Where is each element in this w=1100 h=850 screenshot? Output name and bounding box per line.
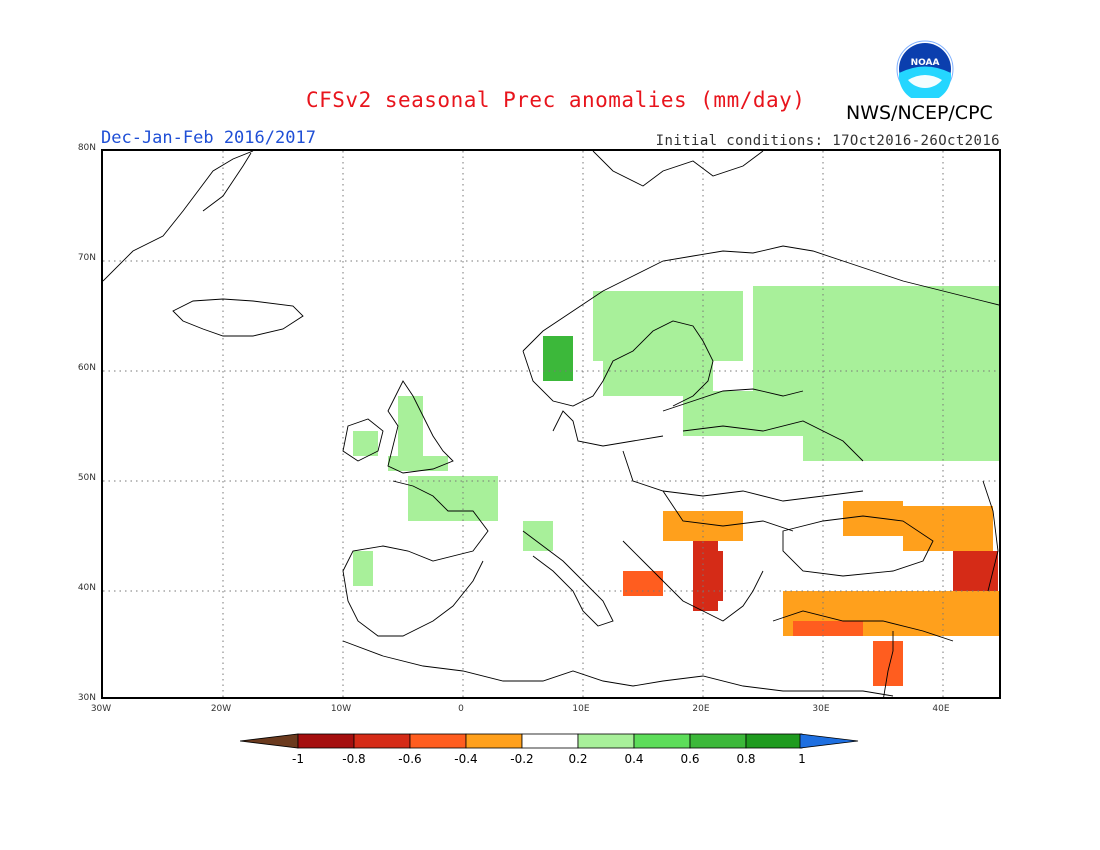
season-label: Dec-Jan-Feb 2016/2017 xyxy=(101,128,316,148)
anomaly-cells xyxy=(353,286,999,686)
anomaly-cell xyxy=(523,521,553,551)
legend-label-08: 0.8 xyxy=(736,752,756,766)
organization-label: NWS/NCEP/CPC xyxy=(846,102,993,124)
legend-label-m02: -0.2 xyxy=(510,752,534,766)
legend-label-04: 0.4 xyxy=(624,752,644,766)
anomaly-cell xyxy=(903,506,993,551)
lon-label-10e: 10E xyxy=(572,704,590,714)
lon-label-40e: 40E xyxy=(932,704,950,714)
colorbar-bin xyxy=(577,733,635,749)
anomaly-cell xyxy=(843,501,903,536)
lat-label-30n: 30N xyxy=(77,693,96,703)
lon-label-10w: 10W xyxy=(330,704,352,714)
anomaly-cell xyxy=(398,396,423,456)
colorbar-below-min-triangle xyxy=(240,733,299,749)
colorbar-bin xyxy=(633,733,691,749)
map-canvas xyxy=(103,151,999,697)
lon-label-30e: 30E xyxy=(812,704,830,714)
coastlines xyxy=(103,151,999,697)
anomaly-cell xyxy=(388,456,448,471)
legend-label-m1: -1 xyxy=(292,752,304,766)
lon-label-30w: 30W xyxy=(90,704,112,714)
anomaly-cell xyxy=(803,406,999,461)
colorbar-bin xyxy=(689,733,747,749)
colorbar-bin xyxy=(409,733,467,749)
colorbar-above-max-triangle xyxy=(799,733,859,749)
colorbar-bin xyxy=(465,733,523,749)
legend-label-m04: -0.4 xyxy=(454,752,478,766)
initial-conditions-label: Initial conditions: 17Oct2016-26Oct2016 xyxy=(655,133,1000,149)
anomaly-cell xyxy=(753,286,999,406)
legend-label-06: 0.6 xyxy=(680,752,700,766)
anomaly-cell xyxy=(353,431,378,456)
colorbar-bin xyxy=(521,733,579,749)
graticule xyxy=(103,151,999,697)
lon-label-20w: 20W xyxy=(210,704,232,714)
anomaly-cell xyxy=(543,336,573,381)
map-title: CFSv2 seasonal Prec anomalies (mm/day) xyxy=(306,88,806,112)
colorbar-bin xyxy=(745,733,803,749)
anomaly-cell xyxy=(353,551,373,586)
legend-label-m08: -0.8 xyxy=(342,752,366,766)
anomaly-cell xyxy=(793,621,863,636)
legend-label-1: 1 xyxy=(798,752,806,766)
noaa-logo: NOAA xyxy=(896,40,954,98)
lat-label-60n: 60N xyxy=(77,363,96,373)
anomaly-cell xyxy=(603,351,713,396)
colorbar-bins xyxy=(297,733,803,749)
lat-label-50n: 50N xyxy=(77,473,96,483)
colorbar-bin xyxy=(353,733,411,749)
anomaly-cell xyxy=(873,641,903,686)
precip-anomaly-map xyxy=(101,149,1001,699)
lon-label-20e: 20E xyxy=(692,704,710,714)
lat-label-70n: 70N xyxy=(77,253,96,263)
legend-label-02: 0.2 xyxy=(568,752,588,766)
lat-label-80n: 80N xyxy=(77,143,96,153)
svg-text:NOAA: NOAA xyxy=(911,58,940,68)
anomaly-cell xyxy=(708,551,723,601)
anomaly-cell xyxy=(408,476,498,521)
colorbar-bin xyxy=(297,733,355,749)
anomaly-cell xyxy=(623,571,663,596)
lon-label-0: 0 xyxy=(458,704,464,714)
legend-label-m06: -0.6 xyxy=(398,752,422,766)
lat-label-40n: 40N xyxy=(77,583,96,593)
colorbar xyxy=(240,733,859,749)
anomaly-cell xyxy=(953,551,998,591)
